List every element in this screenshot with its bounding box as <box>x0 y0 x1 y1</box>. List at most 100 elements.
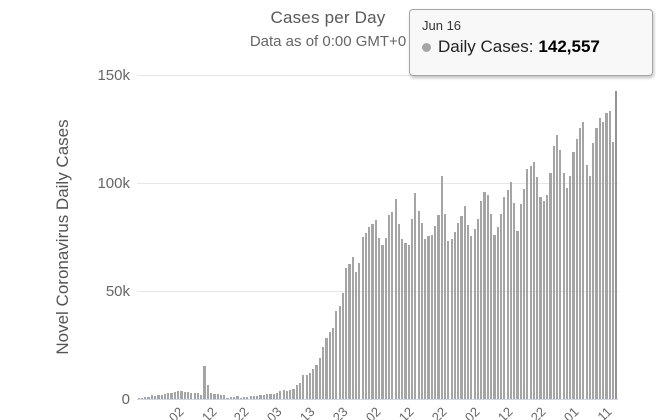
bar[interactable] <box>404 242 407 399</box>
bar[interactable] <box>592 143 595 399</box>
bar[interactable] <box>387 214 391 399</box>
bar[interactable] <box>523 188 526 399</box>
bar[interactable] <box>424 239 427 399</box>
bar[interactable] <box>434 226 437 399</box>
bar[interactable] <box>331 327 335 399</box>
bar[interactable] <box>137 398 140 399</box>
bar[interactable] <box>190 393 193 399</box>
bar[interactable] <box>552 146 555 399</box>
bar[interactable] <box>463 206 466 399</box>
bar[interactable] <box>453 231 456 399</box>
bar[interactable] <box>275 393 279 399</box>
bar[interactable] <box>499 213 503 399</box>
bar[interactable] <box>364 233 368 399</box>
bar[interactable] <box>210 393 213 399</box>
bar[interactable] <box>154 395 157 399</box>
bar[interactable] <box>328 332 331 399</box>
bar[interactable] <box>559 150 562 399</box>
bar[interactable] <box>335 310 338 399</box>
bar[interactable] <box>440 176 443 399</box>
bar[interactable] <box>183 392 186 399</box>
bar[interactable] <box>608 111 611 399</box>
bar[interactable] <box>457 222 460 399</box>
bar[interactable] <box>407 244 410 399</box>
bar[interactable] <box>473 229 476 399</box>
bar[interactable] <box>295 385 298 399</box>
bar[interactable] <box>272 393 275 399</box>
bar[interactable] <box>466 224 470 399</box>
bar[interactable] <box>193 392 196 399</box>
bar[interactable] <box>526 168 529 399</box>
bar[interactable] <box>378 237 381 399</box>
bar[interactable] <box>585 165 588 399</box>
bar[interactable] <box>430 234 433 399</box>
bar[interactable] <box>516 231 519 399</box>
bar[interactable] <box>292 389 295 399</box>
bar[interactable] <box>542 201 545 399</box>
bar[interactable] <box>285 391 288 399</box>
bar[interactable] <box>216 394 219 399</box>
bar[interactable] <box>569 175 572 399</box>
bar[interactable] <box>279 390 282 399</box>
bar[interactable] <box>381 244 384 399</box>
bar[interactable] <box>401 238 404 399</box>
bar[interactable] <box>180 390 183 399</box>
bar[interactable] <box>410 218 414 399</box>
bar[interactable] <box>470 235 473 399</box>
bar[interactable] <box>302 375 305 399</box>
bar[interactable] <box>536 176 539 399</box>
bar[interactable] <box>493 235 496 399</box>
bar[interactable] <box>420 223 424 399</box>
bar[interactable] <box>397 223 400 399</box>
bar[interactable] <box>605 112 608 399</box>
bar[interactable] <box>289 389 292 399</box>
bar[interactable] <box>575 139 578 399</box>
bar[interactable] <box>513 203 516 399</box>
bar[interactable] <box>443 213 447 399</box>
bar[interactable] <box>160 394 163 399</box>
bar[interactable] <box>384 237 387 399</box>
bar[interactable] <box>611 141 615 399</box>
bar[interactable] <box>252 395 256 399</box>
bar[interactable] <box>519 203 522 399</box>
bar[interactable] <box>177 390 180 399</box>
bar[interactable] <box>322 346 325 399</box>
bar[interactable] <box>315 364 318 399</box>
bar[interactable] <box>266 394 269 399</box>
bar[interactable] <box>249 396 252 399</box>
bar[interactable] <box>509 181 512 399</box>
bar[interactable] <box>351 257 354 399</box>
bar[interactable] <box>298 382 302 399</box>
bar[interactable] <box>582 121 585 399</box>
bar[interactable] <box>579 127 582 399</box>
bar[interactable] <box>391 211 394 399</box>
bar[interactable] <box>167 393 170 399</box>
bar[interactable] <box>598 117 601 399</box>
bar[interactable] <box>226 397 229 399</box>
bar[interactable] <box>170 392 173 399</box>
bar[interactable] <box>496 226 499 399</box>
bar[interactable] <box>460 215 463 399</box>
bar[interactable] <box>312 368 315 399</box>
bar[interactable] <box>503 197 506 399</box>
bar[interactable] <box>572 152 575 399</box>
bar[interactable] <box>565 187 569 399</box>
bar[interactable] <box>246 396 249 399</box>
bar[interactable] <box>157 395 160 399</box>
bar[interactable] <box>318 358 321 399</box>
bar[interactable] <box>200 394 203 399</box>
bar[interactable] <box>483 191 486 399</box>
bar[interactable] <box>417 211 420 399</box>
bar[interactable] <box>282 390 285 399</box>
bar[interactable] <box>394 198 397 399</box>
bar[interactable] <box>239 397 242 399</box>
bar[interactable] <box>236 395 239 399</box>
bar[interactable] <box>233 396 236 399</box>
bar[interactable] <box>361 237 364 399</box>
bar[interactable] <box>173 392 176 399</box>
bar[interactable] <box>345 268 348 399</box>
bar[interactable] <box>539 197 542 399</box>
bar[interactable] <box>549 173 552 399</box>
bar[interactable] <box>354 272 358 399</box>
bar[interactable] <box>447 240 450 399</box>
